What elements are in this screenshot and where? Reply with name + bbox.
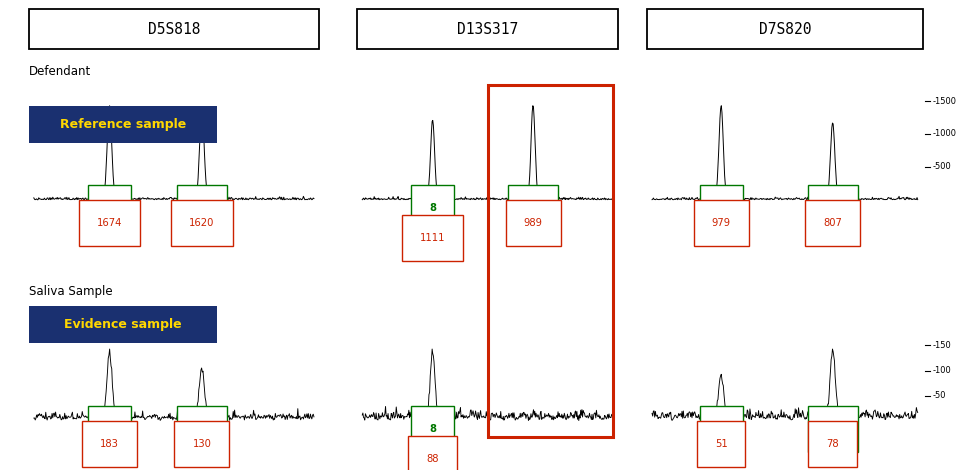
Text: -150: -150 (932, 341, 951, 350)
Text: 8: 8 (718, 424, 724, 434)
Text: 8: 8 (106, 424, 113, 434)
Text: 13: 13 (826, 424, 839, 434)
Bar (357, 9, 618, 49)
Text: 14: 14 (526, 203, 540, 213)
Bar (29, 9, 319, 49)
Bar (29, 306, 217, 343)
Text: 8: 8 (718, 203, 724, 213)
Text: 1111: 1111 (420, 233, 445, 243)
Text: -1500: -1500 (932, 96, 956, 106)
Text: 8: 8 (429, 424, 436, 434)
Text: 1674: 1674 (97, 218, 122, 228)
Text: -1000: -1000 (932, 129, 956, 139)
Text: 989: 989 (524, 218, 543, 228)
Text: 78: 78 (826, 439, 839, 449)
Text: Saliva Sample: Saliva Sample (29, 285, 113, 298)
Bar (29, 106, 217, 143)
Text: 12: 12 (195, 424, 209, 434)
Text: 13: 13 (826, 203, 839, 213)
Text: D5S818: D5S818 (148, 22, 200, 37)
Text: Evidence sample: Evidence sample (65, 318, 182, 331)
Bar (488, 85, 613, 437)
Text: Reference sample: Reference sample (60, 118, 186, 131)
Text: 8: 8 (106, 203, 113, 213)
Text: -500: -500 (932, 162, 951, 172)
Text: 51: 51 (715, 439, 727, 449)
Text: 1620: 1620 (189, 218, 214, 228)
Text: 88: 88 (426, 454, 439, 464)
Bar (647, 9, 923, 49)
Text: 807: 807 (823, 218, 842, 228)
Text: 183: 183 (100, 439, 119, 449)
Text: -100: -100 (932, 366, 951, 375)
Text: 8: 8 (429, 203, 436, 213)
Text: D7S820: D7S820 (758, 22, 811, 37)
Text: -50: -50 (932, 391, 946, 400)
Text: 130: 130 (192, 439, 212, 449)
Text: 12: 12 (195, 203, 209, 213)
Text: 979: 979 (712, 218, 730, 228)
Text: D13S317: D13S317 (457, 22, 519, 37)
Text: Defendant: Defendant (29, 64, 91, 78)
